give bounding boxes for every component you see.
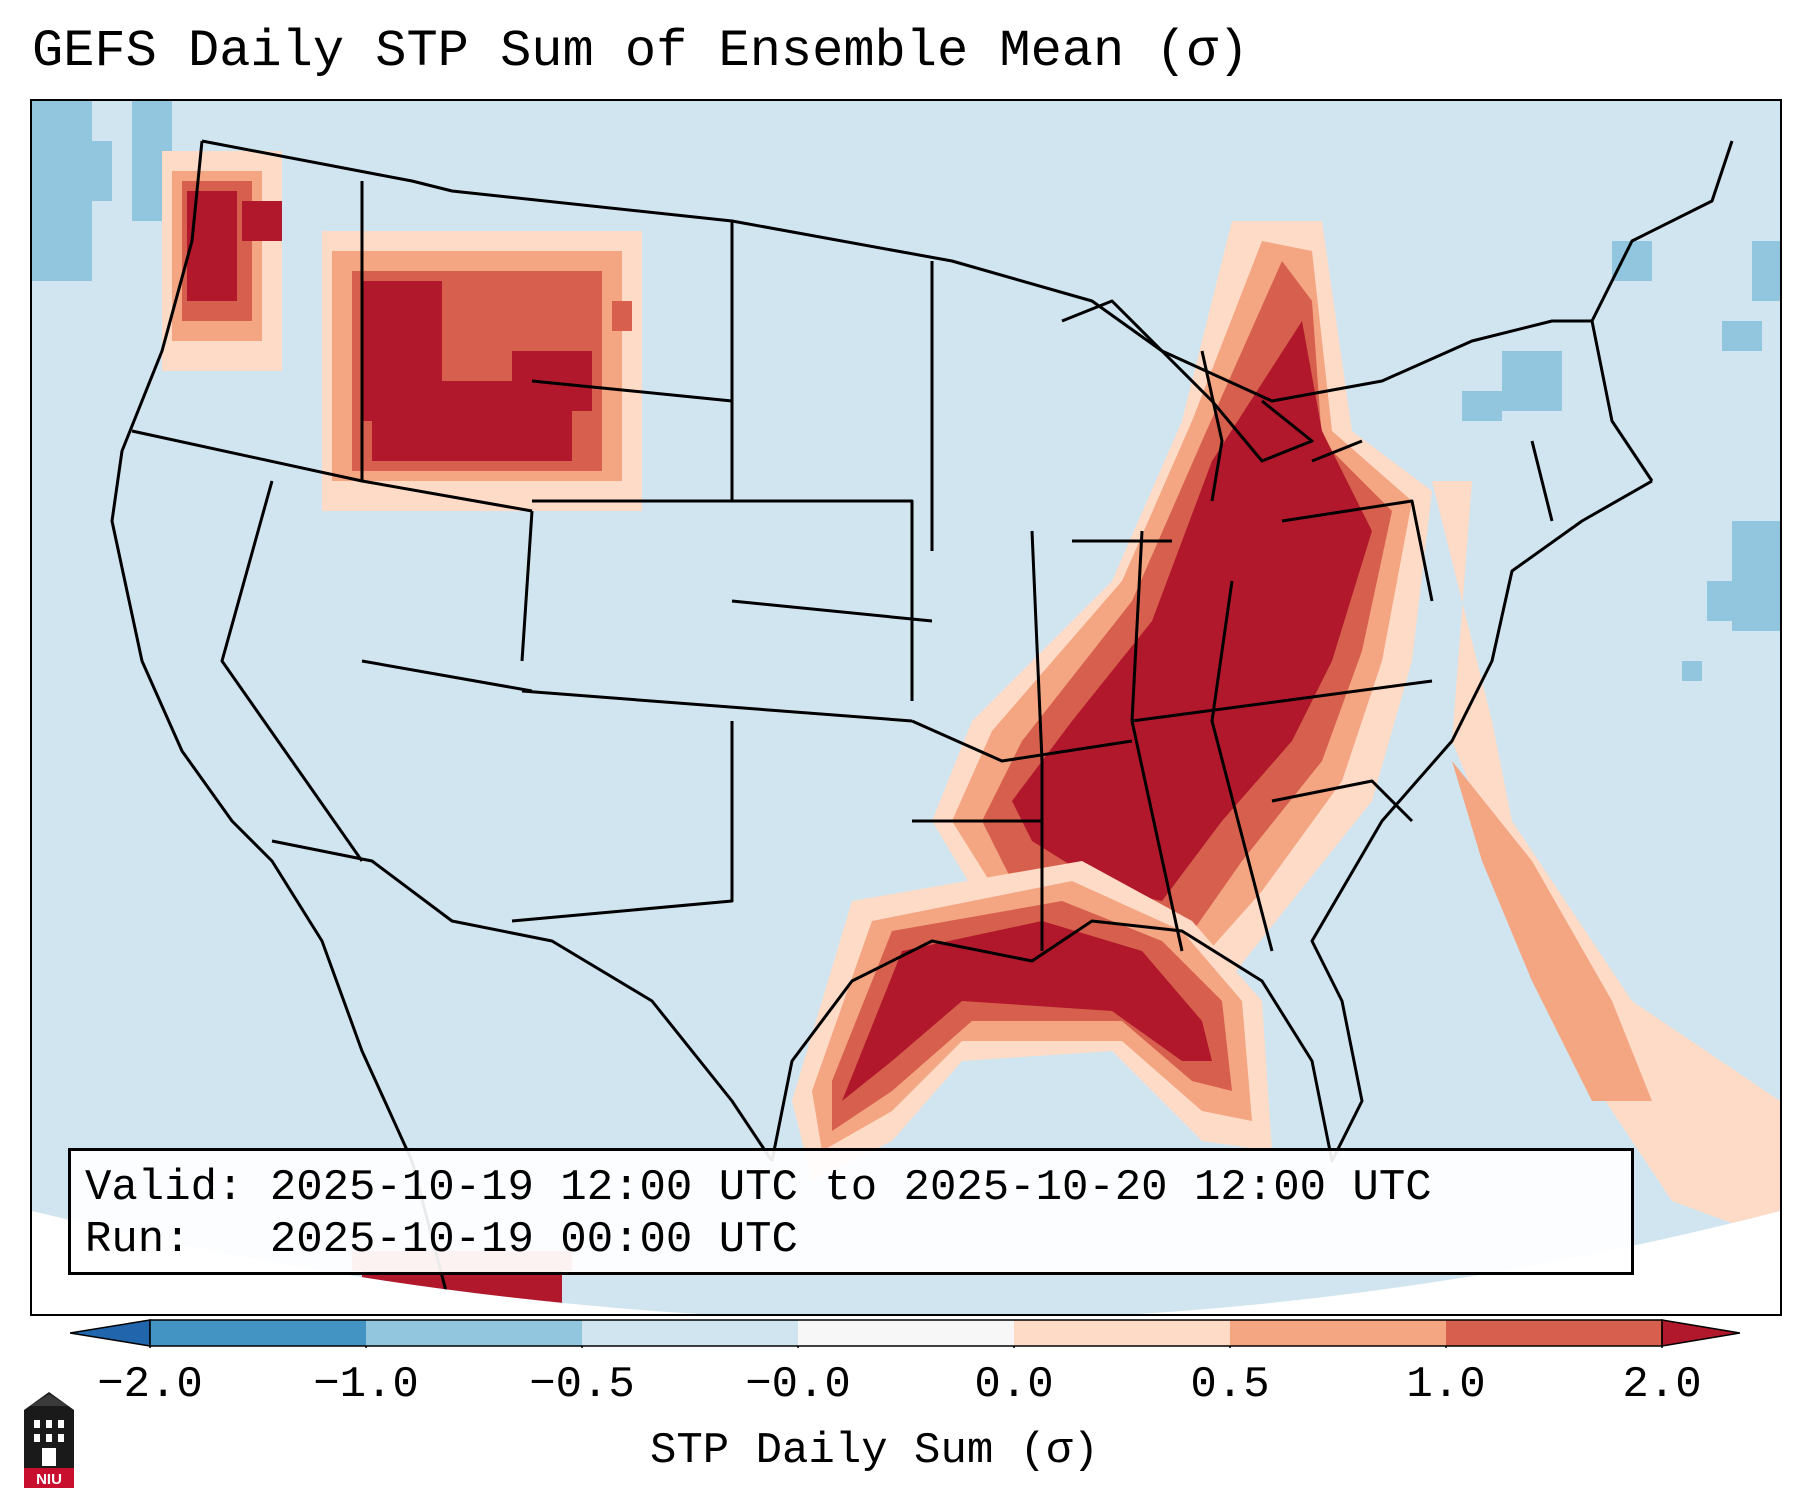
state-lines (131, 181, 1554, 952)
colorbar-bin-1 (150, 1320, 366, 1346)
coastline-west (110, 140, 454, 1314)
colorbar-bin-2 (366, 1320, 582, 1346)
great-lakes (1061, 299, 1363, 502)
run-line: Run: 2025-10-19 00:00 UTC (85, 1215, 798, 1265)
atlantic-anomaly (1432, 481, 1780, 1241)
colorbar-tick: −2.0 (97, 1360, 203, 1410)
gulf-coast-anomaly (352, 861, 1272, 1314)
run-value: 2025-10-19 00:00 UTC (269, 1215, 798, 1265)
logo-text: NIU (36, 1471, 62, 1488)
coastline-northeast (1590, 140, 1734, 482)
colorbar-tick: −0.5 (529, 1360, 635, 1410)
map-canvas (32, 101, 1780, 1314)
run-label: Run: (85, 1215, 191, 1265)
pacific-northwest-anomaly (162, 151, 282, 371)
colorbar-extend-high (1661, 1319, 1740, 1347)
chart-title: GEFS Daily STP Sum of Ensemble Mean (σ) (32, 22, 1249, 81)
colorbar-bin-7 (1446, 1320, 1662, 1346)
colorbar (70, 1319, 1740, 1348)
northern-rockies-anomaly (322, 231, 642, 511)
canada-border (201, 139, 1592, 403)
colorbar-tick: −1.0 (313, 1360, 419, 1410)
map-domain (32, 101, 1780, 1314)
colorbar-bin-3 (582, 1320, 798, 1346)
info-box: Valid: 2025-10-19 12:00 UTC to 2025-10-2… (68, 1148, 1634, 1275)
valid-value: 2025-10-19 12:00 UTC to 2025-10-20 12:00… (269, 1163, 1432, 1213)
colorbar-tick: 1.0 (1406, 1360, 1486, 1410)
valid-line: Valid: 2025-10-19 12:00 UTC to 2025-10-2… (85, 1163, 1432, 1213)
colorbar-extend-low (70, 1319, 151, 1347)
colorbar-label: STP Daily Sum (σ) (650, 1426, 1099, 1476)
map-panel: Valid: 2025-10-19 12:00 UTC to 2025-10-2… (30, 99, 1782, 1316)
colorbar-tick: 0.5 (1190, 1360, 1270, 1410)
boundaries (110, 139, 1734, 1314)
colorbar-tick: 0.0 (974, 1360, 1054, 1410)
mexico-border (271, 839, 774, 1162)
northern-illinois-university-logo: NIU (24, 1392, 74, 1488)
valid-label: Valid: (85, 1163, 244, 1213)
colorbar-bin-5 (1014, 1320, 1230, 1346)
colorbar-tick: 2.0 (1622, 1360, 1702, 1410)
negative-anomaly-areas (32, 101, 1780, 681)
colorbar-tick: −0.0 (745, 1360, 851, 1410)
colorbar-bin-6 (1230, 1320, 1446, 1346)
colorbar-bin-4 (798, 1320, 1014, 1346)
